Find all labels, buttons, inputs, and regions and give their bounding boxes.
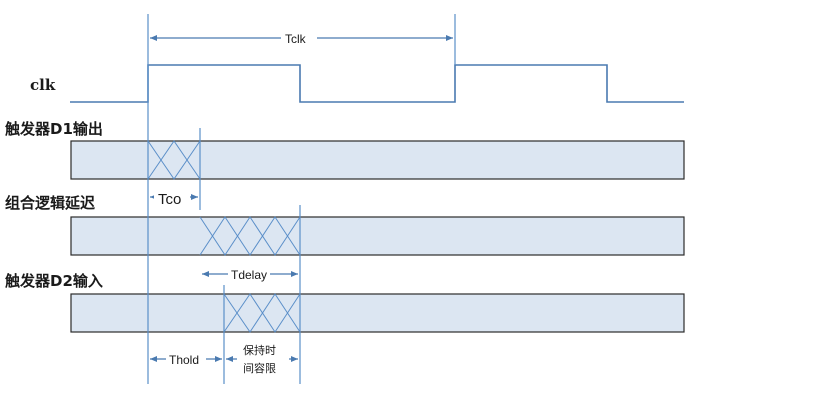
logic-delay-transition-pattern: [199, 216, 301, 256]
tdelay-label: Tdelay: [231, 268, 267, 282]
tco-label: Tco: [158, 191, 181, 208]
d2-transition-pattern: [223, 293, 301, 333]
d1-transition-pattern: [147, 140, 201, 180]
tclk-label: Tclk: [285, 32, 307, 46]
hold-margin-label-bg: [237, 340, 289, 380]
d1-output-bus: [70, 140, 685, 180]
tco-label-bg: [154, 188, 190, 208]
logic-delay-label: 组合逻辑延迟: [5, 194, 95, 212]
hold-margin-label-line1: 保持时: [243, 343, 276, 357]
d2-input-bus: [70, 293, 685, 333]
logic-delay-bus: [70, 216, 685, 256]
tclk-label-bg: [281, 29, 317, 47]
clk-label: clk: [30, 76, 56, 94]
d1-output-label: 触发器D1输出: [5, 120, 103, 138]
tdelay-label-bg: [228, 265, 270, 281]
timing-marker-lines: [147, 14, 456, 384]
thold-label: Thold: [169, 353, 199, 367]
d2-input-label: 触发器D2输入: [5, 272, 103, 290]
clock-waveform: [70, 64, 684, 103]
thold-label-bg: [166, 350, 206, 367]
hold-margin-label-line2: 间容限: [243, 361, 276, 375]
